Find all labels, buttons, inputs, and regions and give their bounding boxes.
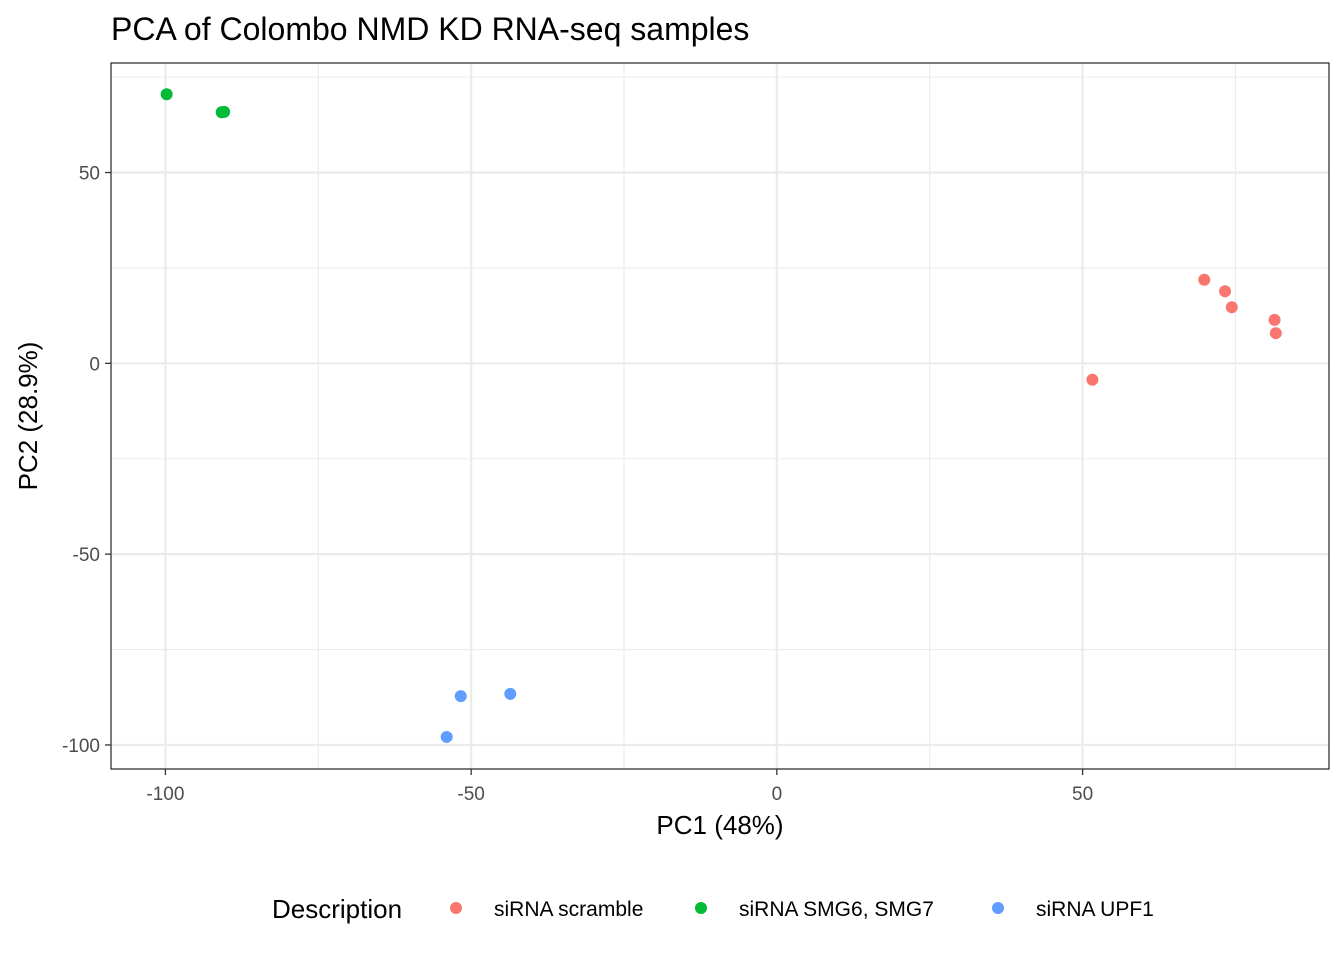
point-sirna-upf1 (504, 687, 517, 700)
minor-gridlines (111, 63, 1329, 769)
y-axis-title: PC2 (28.9%) (13, 342, 43, 491)
y-tick-label: -50 (73, 545, 100, 566)
point-sirna-scramble (1268, 313, 1281, 326)
legend-label-sirna-upf1: siRNA UPF1 (1036, 898, 1154, 921)
point-sirna-smg6-smg7 (160, 88, 173, 101)
y-tick-label: 50 (79, 164, 100, 185)
x-tick-label: -100 (146, 784, 184, 805)
x-tick-label: -50 (457, 784, 484, 805)
point-sirna-scramble (1219, 285, 1232, 298)
point-sirna-scramble (1086, 373, 1099, 386)
point-sirna-smg6-smg7 (218, 105, 231, 118)
point-sirna-upf1 (440, 730, 453, 743)
chart-title: PCA of Colombo NMD KD RNA-seq samples (111, 11, 749, 47)
point-sirna-scramble (1225, 301, 1238, 314)
legend: Description siRNA scramble siRNA SMG6, SM… (272, 894, 1154, 924)
plot-panel (111, 63, 1329, 769)
x-axis-ticks: -100 -50 0 50 (146, 769, 1093, 805)
legend-title: Description (272, 894, 402, 924)
major-gridlines (111, 63, 1329, 769)
point-sirna-scramble (1269, 327, 1282, 340)
point-sirna-upf1 (454, 690, 467, 703)
legend-key-sirna-upf1 (992, 902, 1004, 914)
legend-label-sirna-scramble: siRNA scramble (494, 898, 643, 921)
point-sirna-scramble (1198, 273, 1211, 286)
data-points (160, 88, 1282, 743)
x-axis-title: PC1 (48%) (656, 810, 783, 840)
legend-items: siRNA scramble siRNA SMG6, SMG7 siRNA UPF1 (450, 898, 1154, 921)
plot-panel-border (110, 62, 1330, 770)
x-tick-label: 50 (1072, 784, 1093, 805)
y-tick-label: 0 (89, 354, 100, 375)
y-tick-label: -100 (62, 736, 100, 757)
legend-label-sirna-smg6-smg7: siRNA SMG6, SMG7 (739, 898, 934, 921)
x-tick-label: 0 (772, 784, 783, 805)
y-axis-ticks: -100 -50 0 50 (62, 164, 111, 757)
legend-key-sirna-smg6-smg7 (695, 902, 707, 914)
legend-key-sirna-scramble (450, 902, 462, 914)
